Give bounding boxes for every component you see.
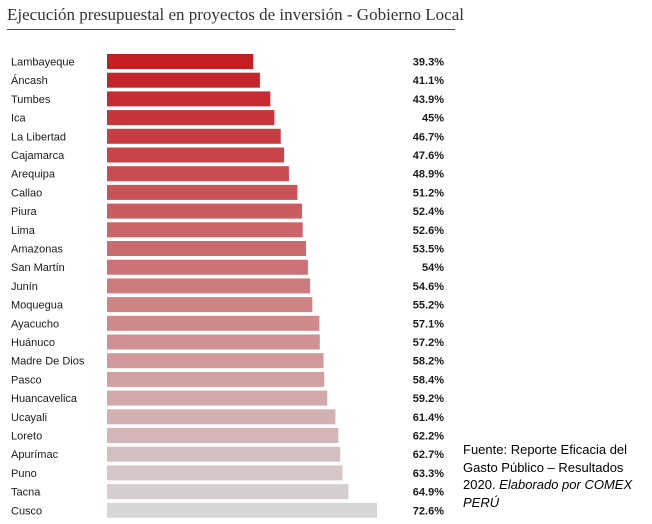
bar (107, 428, 339, 443)
bar (107, 409, 336, 425)
value-label: 58.2% (413, 356, 444, 368)
value-label: 58.4% (413, 374, 444, 386)
bar (107, 259, 308, 275)
value-label: 43.9% (413, 94, 444, 106)
category-label: Puno (11, 468, 37, 480)
category-label: Ucayali (11, 412, 47, 424)
category-label: La Libertad (11, 131, 66, 143)
source-text: Fuente: Reporte Eficacia del Gasto Públi… (463, 442, 628, 492)
category-label: Ayacucho (11, 318, 59, 330)
bar (107, 353, 324, 369)
bar (107, 203, 302, 219)
category-label: Piura (11, 206, 38, 218)
category-label: Madre De Dios (11, 356, 85, 368)
bar (107, 128, 281, 144)
bar (107, 278, 311, 294)
source-note: Fuente: Reporte Eficacia del Gasto Públi… (463, 441, 649, 511)
category-label: San Martín (11, 262, 65, 274)
category-label: Cusco (11, 505, 42, 517)
value-label: 62.7% (413, 449, 444, 461)
bar (107, 465, 343, 481)
bar (107, 297, 313, 313)
value-label: 39.3% (413, 57, 444, 69)
category-label: Áncash (11, 74, 48, 87)
category-label: Cajamarca (11, 150, 65, 162)
bar (107, 502, 378, 518)
category-label: Junín (11, 281, 38, 293)
value-label: 62.2% (413, 431, 444, 443)
title-underline (7, 29, 455, 30)
value-label: 55.2% (413, 300, 444, 312)
bar (107, 390, 328, 406)
value-label: 45% (422, 113, 444, 125)
category-label: Moquegua (11, 300, 64, 312)
value-label: 48.9% (413, 169, 444, 181)
value-label: 63.3% (413, 468, 444, 480)
chart-title: Ejecución presupuestal en proyectos de i… (7, 5, 464, 24)
category-label: Loreto (11, 431, 42, 443)
value-label: 47.6% (413, 150, 444, 162)
category-label: Apurímac (11, 449, 59, 461)
category-label: Tumbes (11, 94, 51, 106)
value-label: 46.7% (413, 131, 444, 143)
value-label: 64.9% (413, 487, 444, 499)
bar (107, 371, 325, 387)
bar (107, 184, 298, 200)
bar (107, 222, 303, 238)
category-label: Pasco (11, 374, 42, 386)
value-label: 53.5% (413, 244, 444, 256)
value-label: 51.2% (413, 187, 444, 199)
value-label: 57.2% (413, 337, 444, 349)
source-credit: Elaborado por COMEX PERÚ (463, 477, 633, 510)
value-label: 52.6% (413, 225, 444, 237)
bar (107, 54, 254, 69)
value-label: 59.2% (413, 393, 444, 405)
bar (107, 91, 271, 107)
category-label: Lima (11, 225, 36, 237)
bar (107, 147, 285, 163)
category-label: Lambayeque (11, 57, 75, 69)
category-label: Huancavelica (11, 393, 78, 405)
bar (107, 315, 320, 331)
category-label: Arequipa (11, 169, 56, 181)
category-label: Amazonas (11, 244, 63, 256)
value-label: 57.1% (413, 318, 444, 330)
bar (107, 484, 349, 500)
category-label: Callao (11, 187, 42, 199)
bar (107, 166, 289, 182)
value-label: 61.4% (413, 412, 444, 424)
bar (107, 334, 320, 350)
bar (107, 446, 341, 462)
value-label: 41.1% (413, 75, 444, 87)
value-label: 52.4% (413, 206, 444, 218)
value-label: 54% (422, 262, 444, 274)
bar (107, 241, 307, 256)
category-label: Ica (11, 113, 27, 125)
category-label: Huánuco (11, 337, 55, 349)
bar (107, 72, 260, 88)
bar (107, 110, 275, 126)
value-label: 54.6% (413, 281, 444, 293)
value-label: 72.6% (413, 505, 444, 517)
category-label: Tacna (11, 487, 41, 499)
